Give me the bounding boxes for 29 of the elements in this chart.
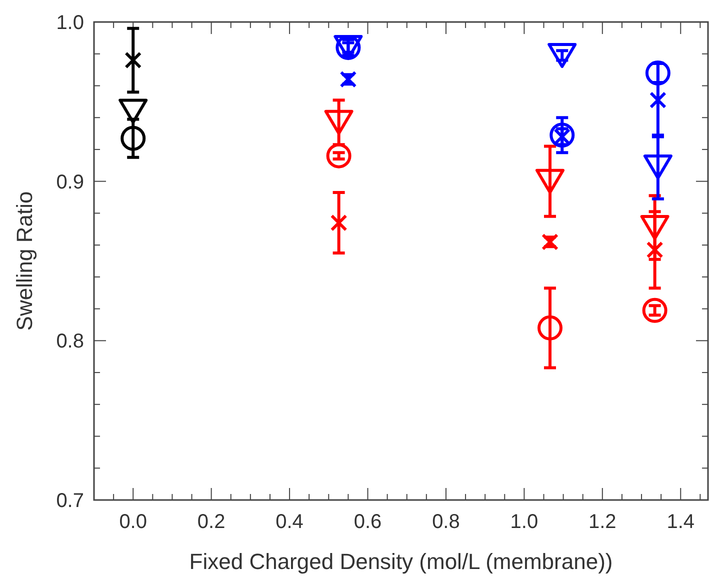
point [536, 168, 565, 194]
y-tick-label: 0.9 [56, 171, 84, 194]
x-axis-title: Fixed Charged Density (mol/L (membrane)) [189, 549, 613, 574]
x-tick-label: 1.4 [666, 511, 695, 533]
x-tick-label: 0.6 [354, 511, 382, 533]
y-tick-label: 0.7 [56, 490, 84, 512]
y-tick-label: 0.8 [56, 330, 84, 353]
point [548, 42, 577, 68]
point [538, 315, 563, 340]
point [124, 52, 142, 69]
point [640, 215, 670, 240]
point [120, 126, 146, 151]
point [118, 98, 148, 124]
y-tick-label: 1.0 [56, 12, 84, 34]
point [649, 92, 666, 109]
x-tick-label: 0.2 [197, 511, 226, 533]
point [646, 241, 664, 258]
x-tick-label: 0.4 [276, 511, 304, 533]
x-tick-label: 0.0 [119, 511, 148, 533]
y-axis-title: Swelling Ratio [12, 191, 37, 331]
point [326, 143, 352, 168]
point [550, 122, 575, 148]
x-tick-label: 0.8 [432, 511, 460, 533]
x-tick-label: 1.0 [510, 511, 538, 533]
point [330, 214, 348, 232]
point [324, 110, 354, 135]
point [643, 154, 672, 180]
x-tick-label: 1.2 [588, 511, 616, 533]
point [642, 298, 668, 323]
